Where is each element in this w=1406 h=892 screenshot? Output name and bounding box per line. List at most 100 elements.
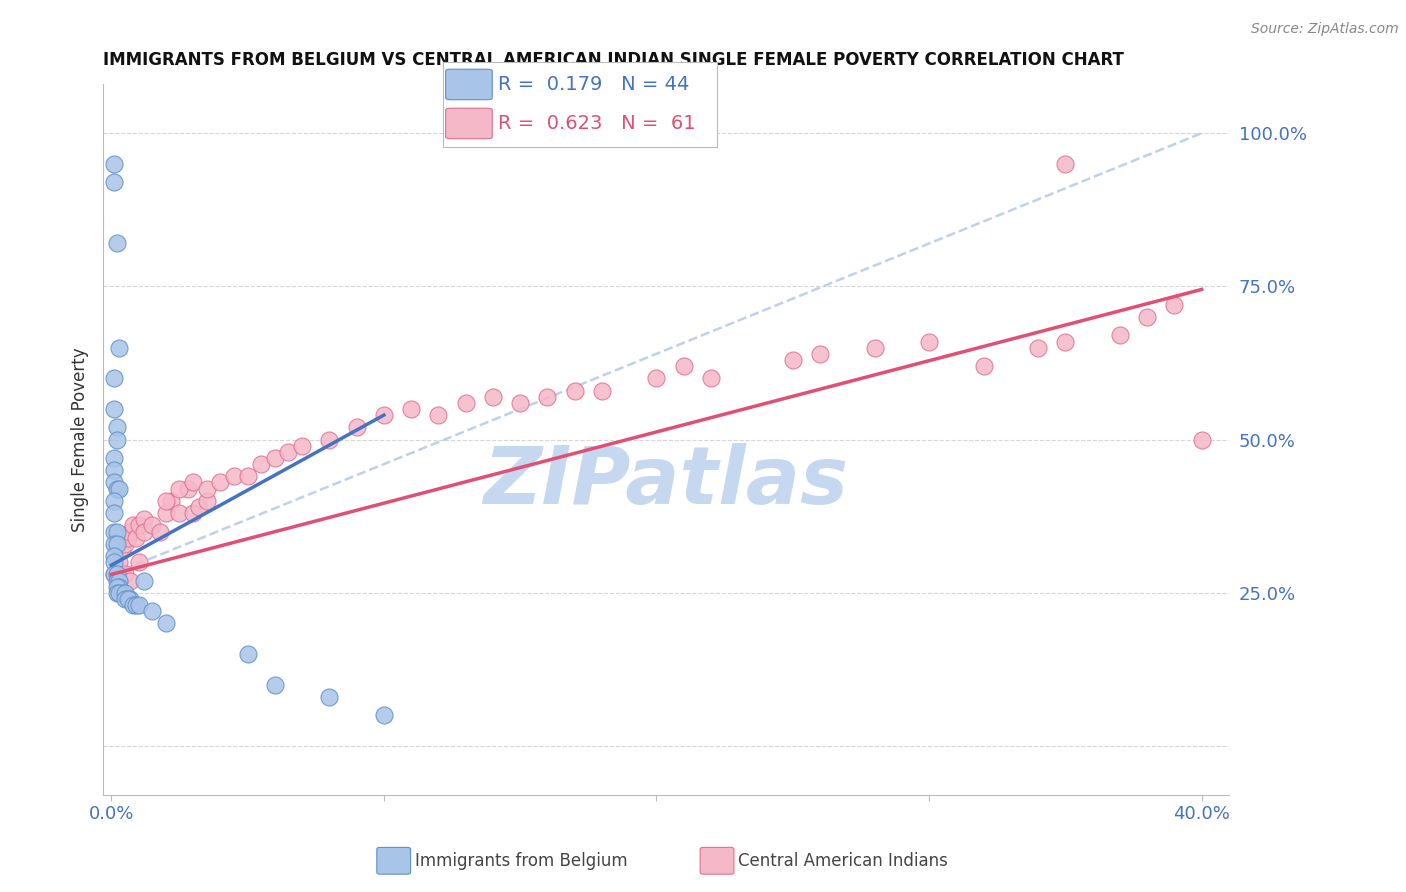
Point (1191, 433, 1213, 447)
Point (181, 506, 204, 520)
Point (187, 500, 209, 514)
Text: R =  0.623   N =  61: R = 0.623 N = 61 (498, 114, 696, 133)
Point (105, 567, 128, 582)
Point (103, 450, 125, 465)
Point (103, 567, 125, 582)
Point (128, 555, 150, 569)
Text: Immigrants from Belgium: Immigrants from Belgium (415, 852, 627, 870)
Point (399, 401, 422, 416)
Point (114, 537, 136, 551)
Point (105, 433, 128, 447)
Point (176, 482, 198, 496)
Point (132, 574, 155, 588)
Point (250, 457, 273, 471)
Point (128, 598, 150, 612)
Point (105, 524, 128, 539)
Point (427, 408, 450, 422)
Point (103, 157, 125, 171)
Point (373, 408, 395, 422)
Text: Central American Indians: Central American Indians (738, 852, 948, 870)
Point (125, 531, 148, 545)
Point (1026, 341, 1049, 355)
Point (209, 475, 232, 490)
Point (149, 524, 172, 539)
Point (1054, 334, 1077, 349)
Point (122, 518, 145, 533)
Point (263, 678, 285, 692)
Point (346, 420, 368, 434)
Point (103, 401, 125, 416)
Point (103, 371, 125, 385)
Point (141, 518, 163, 533)
Point (114, 567, 136, 582)
Point (181, 475, 204, 490)
Point (1054, 157, 1077, 171)
Text: R =  0.179   N = 44: R = 0.179 N = 44 (498, 75, 689, 94)
Point (160, 494, 183, 508)
Point (120, 574, 142, 588)
Point (169, 506, 191, 520)
Point (103, 555, 125, 569)
Point (111, 542, 134, 557)
Point (105, 482, 128, 496)
Point (105, 537, 128, 551)
Point (236, 469, 259, 483)
Point (117, 531, 139, 545)
Point (918, 334, 941, 349)
Point (103, 506, 125, 520)
Point (155, 616, 177, 631)
Point (1109, 328, 1132, 343)
Point (169, 482, 191, 496)
Text: ZIPatlas: ZIPatlas (484, 443, 849, 521)
Point (128, 518, 150, 533)
Point (700, 371, 723, 385)
Point (564, 384, 586, 398)
Point (120, 591, 142, 606)
Point (108, 341, 131, 355)
Point (103, 175, 125, 189)
Point (1136, 310, 1159, 324)
Point (236, 647, 259, 661)
Point (103, 549, 125, 563)
Point (808, 347, 831, 361)
Point (105, 567, 128, 582)
Point (132, 524, 155, 539)
FancyBboxPatch shape (446, 70, 492, 100)
Point (105, 236, 128, 251)
Point (318, 433, 340, 447)
Point (536, 390, 558, 404)
Point (117, 591, 139, 606)
Point (222, 469, 245, 483)
Point (114, 591, 136, 606)
Text: IMMIGRANTS FROM BELGIUM VS CENTRAL AMERICAN INDIAN SINGLE FEMALE POVERTY CORRELA: IMMIGRANTS FROM BELGIUM VS CENTRAL AMERI… (103, 51, 1123, 69)
Point (782, 352, 804, 367)
Point (318, 690, 340, 704)
Point (108, 555, 131, 569)
Point (120, 524, 142, 539)
FancyBboxPatch shape (446, 108, 492, 139)
Point (111, 586, 134, 600)
Point (103, 475, 125, 490)
Point (155, 494, 177, 508)
Point (195, 494, 218, 508)
Text: Source: ZipAtlas.com: Source: ZipAtlas.com (1251, 22, 1399, 37)
Point (108, 482, 131, 496)
Point (1163, 298, 1185, 312)
Point (291, 439, 314, 453)
Point (863, 341, 886, 355)
Point (103, 494, 125, 508)
Point (645, 371, 668, 385)
Point (122, 598, 145, 612)
Point (103, 463, 125, 477)
Point (454, 396, 477, 410)
Point (103, 524, 125, 539)
Point (103, 537, 125, 551)
Point (103, 567, 125, 582)
Point (132, 512, 155, 526)
Point (155, 506, 177, 520)
Point (509, 396, 531, 410)
Point (591, 384, 613, 398)
Point (114, 586, 136, 600)
Point (125, 598, 148, 612)
Point (105, 586, 128, 600)
